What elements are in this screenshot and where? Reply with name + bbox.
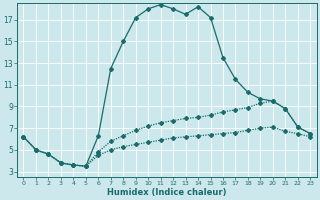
X-axis label: Humidex (Indice chaleur): Humidex (Indice chaleur)	[107, 188, 227, 197]
